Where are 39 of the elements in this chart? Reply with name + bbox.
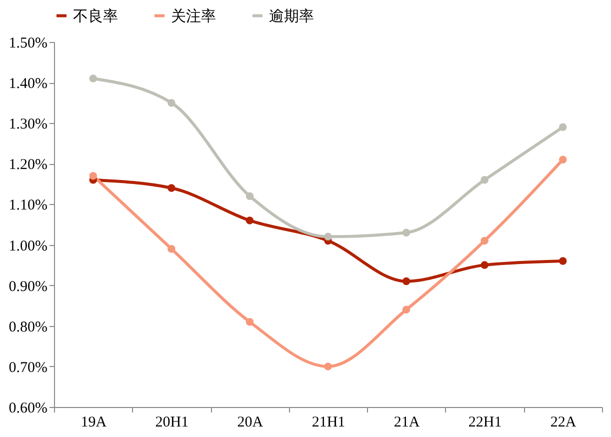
x-tick-label: 22A xyxy=(550,414,576,430)
point xyxy=(168,244,176,253)
y-tick-label: 0.70% xyxy=(8,360,48,376)
point xyxy=(324,362,332,370)
point xyxy=(324,232,332,241)
x-tick-label: 20H1 xyxy=(155,414,189,430)
y-tick-label: 1.20% xyxy=(8,157,48,174)
point xyxy=(480,176,488,184)
y-tick-label: 1.50% xyxy=(8,36,48,52)
point xyxy=(89,172,98,180)
point xyxy=(402,228,410,236)
y-tick-label: 1.10% xyxy=(8,198,48,214)
x-tick-label: 20A xyxy=(237,414,264,430)
point xyxy=(168,98,176,107)
point xyxy=(89,74,98,82)
point xyxy=(558,123,567,132)
point xyxy=(246,192,254,200)
y-tick-label: 0.90% xyxy=(8,278,48,295)
point xyxy=(246,318,254,326)
point xyxy=(402,306,410,314)
y-tick-label: 1.00% xyxy=(8,238,48,254)
y-tick-label: 0.80% xyxy=(8,319,48,336)
y-tick-label: 0.60% xyxy=(8,400,48,416)
point xyxy=(480,261,488,269)
x-tick-label: 21H1 xyxy=(312,414,346,430)
x-tick-label: 21A xyxy=(394,414,420,430)
point xyxy=(246,216,254,224)
legend-label: 关注率 xyxy=(171,8,216,25)
point xyxy=(480,236,488,245)
legend-label: 逾期率 xyxy=(269,8,314,25)
x-tick-label: 19A xyxy=(80,414,107,430)
y-tick-label: 1.30% xyxy=(8,116,48,133)
point xyxy=(558,257,567,265)
point xyxy=(558,156,567,164)
x-tick-label: 22H1 xyxy=(468,414,502,430)
point xyxy=(402,277,410,286)
legend-label: 不良率 xyxy=(73,8,118,25)
point xyxy=(168,184,176,192)
y-tick-label: 1.40% xyxy=(8,76,48,92)
